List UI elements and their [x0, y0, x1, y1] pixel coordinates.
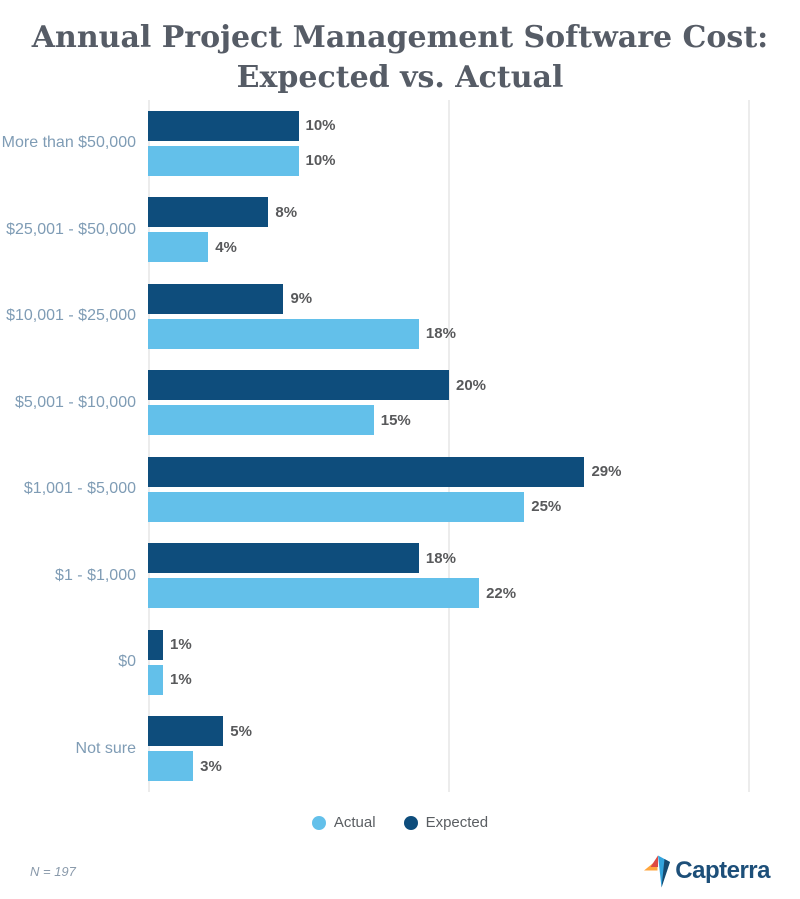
actual-legend-swatch	[311, 815, 326, 830]
actual-bar	[148, 751, 194, 782]
bar-group: 8% 4%	[148, 197, 750, 263]
chart-row: $10,001 - $25,000 9% 18%	[0, 273, 800, 360]
chart-row: More than $50,000 10% 10%	[0, 100, 800, 187]
category-label: $25,001 - $50,000	[6, 220, 136, 238]
category-label: $1,001 - $5,000	[23, 480, 136, 498]
chart-title-line2: Expected vs. Actual	[236, 60, 564, 95]
chart-rows: More than $50,000 10% 10% $25,001 - $50,000…	[0, 100, 800, 792]
bar-group: 1% 1%	[148, 629, 750, 695]
expected-bar-line: 29%	[148, 456, 750, 487]
expected-value-label: 29%	[591, 463, 622, 481]
expected-bar-line: 5%	[148, 716, 750, 747]
actual-bar	[148, 405, 374, 436]
actual-bar	[148, 318, 419, 349]
actual-bar	[148, 145, 299, 176]
actual-value-label: 18%	[425, 325, 456, 343]
expected-value-label: 9%	[290, 290, 313, 308]
bar-group: 18% 22%	[148, 543, 750, 609]
category-label: $1 - $1,000	[55, 566, 136, 584]
bar-group: 29% 25%	[148, 456, 750, 522]
actual-legend-label: Actual	[333, 814, 376, 831]
actual-value-label: 10%	[305, 152, 336, 170]
actual-bar-line: 3%	[148, 751, 750, 782]
category-label: $0	[118, 653, 136, 671]
chart-title: Annual Project Management Software Cost:…	[0, 0, 800, 98]
actual-bar-line: 4%	[148, 232, 750, 263]
gridline-40-percent	[748, 100, 750, 792]
actual-bar-line: 15%	[148, 405, 750, 436]
chart-row: $1,001 - $5,000 29% 25%	[0, 446, 800, 533]
expected-bar-line: 1%	[148, 629, 750, 660]
expected-value-label: 10%	[305, 117, 336, 135]
expected-value-label: 1%	[170, 636, 192, 654]
bar-group: 20% 15%	[148, 370, 750, 436]
capterra-wordmark: Capterra	[675, 857, 770, 884]
bar-chart: More than $50,000 10% 10% $25,001 - $50,000…	[0, 100, 800, 792]
expected-bar	[148, 197, 269, 228]
actual-bar-line: 25%	[148, 491, 750, 522]
legend: Actual Expected	[0, 814, 800, 831]
bar-group: 5% 3%	[148, 716, 750, 782]
sample-size-note: N = 197	[30, 863, 76, 879]
category-label: $10,001 - $25,000	[6, 307, 136, 325]
actual-value-label: 1%	[170, 671, 192, 689]
bar-group: 9% 18%	[148, 283, 750, 349]
expected-value-label: 5%	[230, 722, 252, 740]
expected-bar-line: 20%	[148, 370, 750, 401]
chart-row: Not sure 5% 3%	[0, 706, 800, 793]
capterra-logo: Capterra	[644, 855, 770, 888]
actual-bar	[148, 578, 480, 609]
gridline-20-percent	[448, 100, 450, 792]
footer: N = 197 Capterra	[0, 853, 800, 889]
actual-value-label: 22%	[486, 584, 517, 602]
expected-legend-label: Expected	[425, 814, 489, 831]
expected-value-label: 8%	[275, 203, 298, 221]
expected-bar	[148, 629, 164, 660]
actual-bar-line: 22%	[148, 578, 750, 609]
actual-bar-line: 10%	[148, 145, 750, 176]
actual-bar-line: 18%	[148, 318, 750, 349]
chart-row: $1 - $1,000 18% 22%	[0, 533, 800, 620]
actual-bar	[148, 232, 209, 263]
gridline-0-percent	[148, 100, 150, 792]
expected-bar	[148, 370, 449, 401]
actual-bar	[148, 664, 164, 695]
expected-bar-line: 18%	[148, 543, 750, 574]
expected-bar	[148, 716, 224, 747]
category-label: $5,001 - $10,000	[15, 393, 136, 411]
chart-row: $25,001 - $50,000 8% 4%	[0, 187, 800, 274]
expected-bar-line: 9%	[148, 283, 750, 314]
legend-item-expected: Expected	[403, 814, 489, 831]
actual-value-label: 15%	[380, 411, 411, 429]
chart-title-line1: Annual Project Management Software Cost:	[31, 20, 769, 55]
expected-value-label: 18%	[425, 549, 456, 567]
category-label: Not sure	[75, 739, 136, 757]
legend-item-actual: Actual	[311, 814, 376, 831]
bar-group: 10% 10%	[148, 110, 750, 176]
capterra-icon	[644, 855, 671, 887]
actual-bar-line: 1%	[148, 664, 750, 695]
chart-row: $0 1% 1%	[0, 619, 800, 706]
expected-bar-line: 8%	[148, 197, 750, 228]
expected-legend-swatch	[403, 815, 418, 830]
expected-value-label: 20%	[456, 376, 487, 394]
plot-area	[148, 100, 750, 792]
actual-value-label: 3%	[200, 757, 222, 775]
expected-bar	[148, 456, 585, 487]
actual-value-label: 4%	[215, 238, 237, 256]
expected-bar	[148, 110, 299, 141]
actual-value-label: 25%	[531, 498, 562, 516]
category-label: More than $50,000	[1, 134, 136, 152]
chart-row: $5,001 - $10,000 20% 15%	[0, 360, 800, 447]
expected-bar-line: 10%	[148, 110, 750, 141]
expected-bar	[148, 283, 284, 314]
actual-bar	[148, 491, 525, 522]
expected-bar	[148, 543, 419, 574]
